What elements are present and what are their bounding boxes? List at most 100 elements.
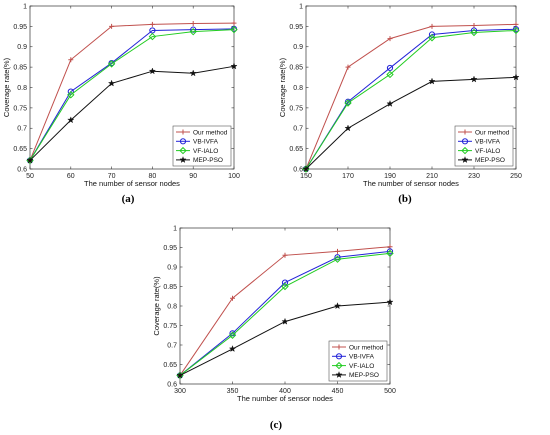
y-tick-label: 0.95 [13,24,27,31]
y-tick-label: 0.85 [289,65,303,72]
legend-label: VF-IALO [349,363,374,370]
y-tick-label: 1 [23,3,27,10]
x-tick-label: 80 [149,173,157,180]
y-tick-label: 0.75 [289,105,303,112]
y-tick-label: 1 [299,3,303,10]
data-point [470,75,478,83]
data-point [67,88,74,95]
legend-label: VB-IVFA [193,139,219,146]
y-tick-label: 0.8 [17,85,27,92]
data-point [333,302,342,310]
y-tick-label: 0.95 [163,245,177,252]
legend-label: VF-IALO [475,148,500,155]
y-tick-label: 0.6 [167,381,177,388]
x-tick-label: 190 [384,173,396,180]
series-line-our-method [29,22,235,161]
data-point [470,28,478,37]
series-line-vf-ialo [29,29,235,161]
y-tick-label: 0.85 [13,65,27,72]
x-tick-label: 300 [174,388,186,395]
legend-marker [335,371,343,378]
data-point [107,60,116,68]
legend-marker [335,353,343,360]
x-axis-label: The number of sensor nodes [84,179,180,188]
x-tick-label: 250 [510,173,522,180]
legend-marker [179,146,187,155]
x-tick-label: 230 [468,173,480,180]
panel-caption: (a) [122,193,135,205]
data-point [302,165,310,173]
legend-marker [179,156,187,163]
data-point [281,282,289,291]
data-point [148,32,157,41]
y-tick-label: 0.85 [163,284,177,291]
x-tick-label: 100 [228,173,240,180]
data-point [335,248,340,254]
data-point [282,252,288,258]
x-tick-label: 70 [108,173,116,180]
legend: Our method VB-IVFA VF-IALO MEP-PSO [454,125,514,167]
data-point [386,298,394,306]
legend-marker [180,129,186,135]
data-point [386,248,394,255]
x-tick-label: 150 [300,173,312,180]
data-point [428,77,436,85]
legend-label: VB-IVFA [475,139,501,146]
x-tick-label: 210 [426,173,438,180]
data-point [470,27,478,34]
data-point [230,62,238,70]
data-point [429,23,435,29]
data-point [228,345,237,352]
y-tick-label: 0.7 [167,342,177,349]
data-point [344,124,352,132]
legend-marker [462,129,468,135]
y-tick-label: 1 [173,225,177,232]
data-point [190,26,197,33]
data-point [109,23,115,29]
y-tick-label: 0.7 [17,126,27,133]
data-point [67,116,75,124]
series-line-vb-ivfa [29,28,235,161]
series-line-mep-pso [29,65,235,161]
data-point [281,317,289,325]
y-tick-label: 0.65 [289,146,303,153]
legend-label: Our method [475,129,510,136]
data-point [189,69,197,77]
legend-marker [461,138,469,145]
data-point [471,23,477,29]
y-tick-label: 0.95 [289,24,303,31]
data-point [67,91,75,99]
data-point [334,254,341,261]
data-point [231,20,237,26]
data-point [148,67,157,75]
chart-c: 0.6 0.65 0.7 0.75 0.8 0.85 0.9 0.95 1 300 350 400 45… [152,225,396,431]
x-tick-label: 60 [67,173,75,180]
x-tick-label: 400 [279,388,291,395]
legend-marker [461,156,469,163]
data-point [189,27,197,36]
legend-marker [461,146,469,155]
legend-marker [336,344,342,350]
legend-marker [179,138,187,145]
series-line-vb-ivfa [179,250,391,376]
y-tick-label: 0.9 [167,264,177,271]
series-line-vf-ialo [179,252,391,376]
y-tick-label: 0.6 [293,166,303,173]
data-point [428,31,436,38]
y-tick-label: 0.9 [17,44,27,51]
data-point [26,156,34,164]
y-axis-label: Coverage rate(%) [2,57,11,117]
y-axis-label: Coverage rate(%) [152,276,161,336]
y-tick-label: 0.75 [13,105,27,112]
series-line-mep-pso [305,76,517,170]
x-tick-label: 450 [332,388,344,395]
data-point [512,73,520,81]
y-tick-label: 0.6 [17,166,27,173]
series-line-our-method [305,23,517,170]
series-line-vf-ialo [305,29,517,170]
data-point [228,331,237,339]
data-point [230,25,238,34]
y-tick-label: 0.75 [163,323,177,330]
y-tick-label: 0.9 [293,44,303,51]
y-tick-label: 0.8 [167,303,177,310]
